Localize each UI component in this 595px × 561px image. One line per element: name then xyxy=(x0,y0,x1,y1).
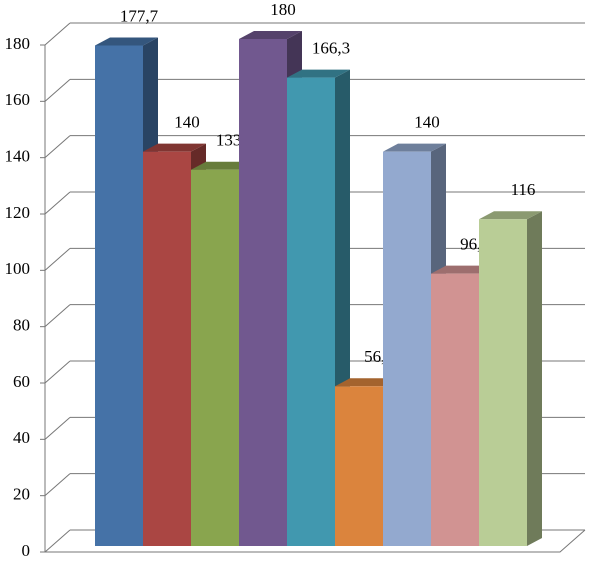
bar xyxy=(95,45,143,546)
y-tick-label: 80 xyxy=(13,316,30,335)
y-tick-label: 100 xyxy=(5,259,31,278)
bar-top xyxy=(287,69,350,78)
bar-top xyxy=(431,265,494,274)
bar-top xyxy=(95,37,158,46)
grid-line xyxy=(44,473,71,497)
grid-line xyxy=(44,78,71,102)
y-tick-label: 20 xyxy=(13,485,30,504)
bar xyxy=(383,151,431,546)
bar xyxy=(143,151,191,546)
y-tick-label: 60 xyxy=(13,372,30,391)
grid-line xyxy=(44,360,71,384)
value-label: 177,7 xyxy=(120,6,159,25)
bar-top xyxy=(335,378,398,387)
value-label: 140 xyxy=(174,113,200,132)
bar xyxy=(287,77,335,547)
bar-top xyxy=(239,31,302,39)
value-label: 180 xyxy=(270,0,296,19)
y-tick-label: 160 xyxy=(5,90,31,109)
bar-top xyxy=(383,143,446,152)
grid-line xyxy=(44,22,71,46)
value-label: 166,3 xyxy=(312,38,350,57)
y-tick-label: 140 xyxy=(5,147,31,166)
bar xyxy=(431,273,479,546)
y-tick-label: 40 xyxy=(13,428,30,447)
floor xyxy=(45,529,586,553)
bar xyxy=(479,219,527,546)
value-label: 116 xyxy=(511,180,536,199)
bar-top xyxy=(143,143,206,152)
bar-top xyxy=(191,161,254,170)
bar-side xyxy=(527,211,542,546)
bar xyxy=(191,169,239,546)
grid-line xyxy=(44,191,71,215)
grid-line xyxy=(44,529,71,553)
y-tick-label: 180 xyxy=(5,34,31,53)
grid-line xyxy=(44,135,71,159)
grid-line xyxy=(44,304,71,328)
grid-line xyxy=(44,416,71,440)
y-tick-label: 120 xyxy=(5,203,31,222)
grid-line xyxy=(44,247,71,271)
value-label: 140 xyxy=(414,113,440,132)
bar xyxy=(335,386,383,546)
y-tick-label: 0 xyxy=(22,541,31,560)
bar-top xyxy=(479,211,542,220)
bar xyxy=(239,39,287,546)
